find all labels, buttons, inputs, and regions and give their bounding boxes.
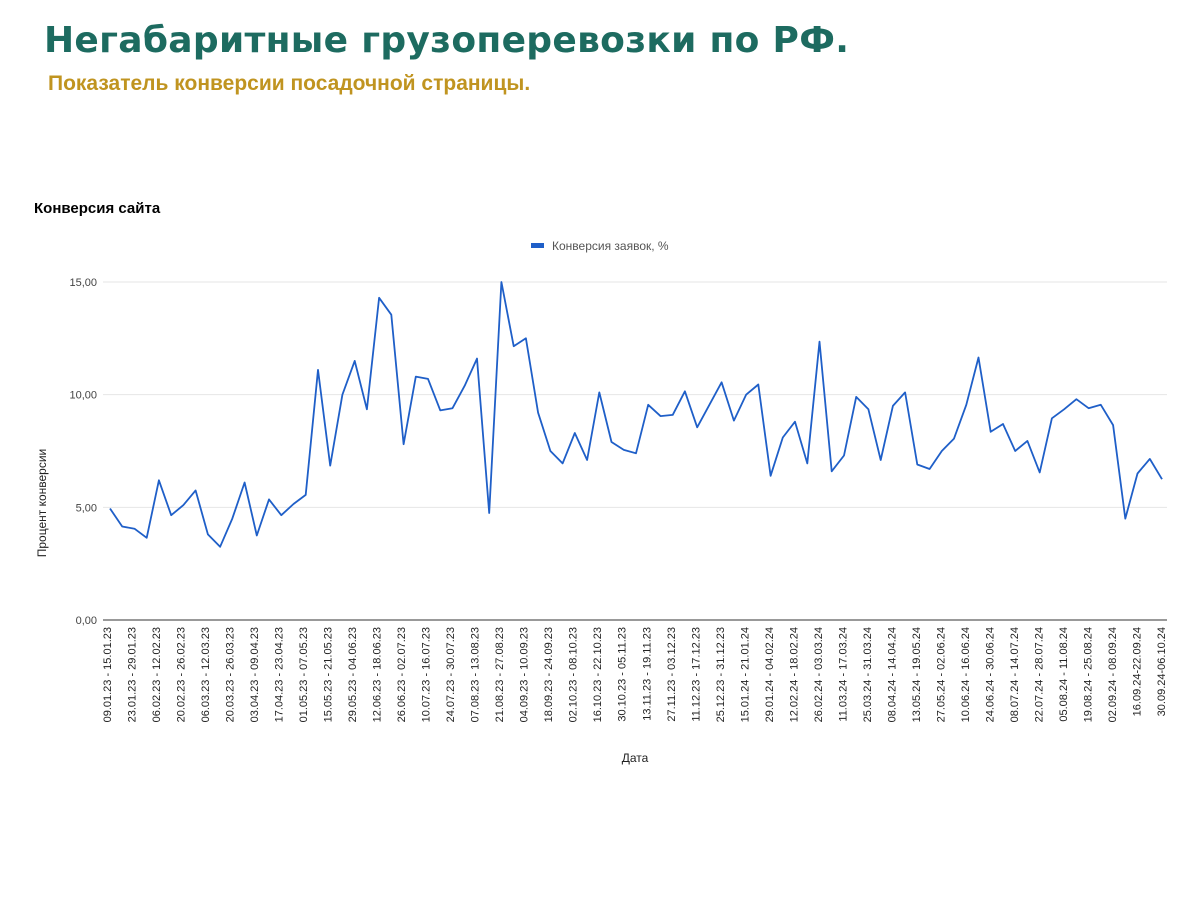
x-tick-label: 17.04.23 - 23.04.23 xyxy=(274,627,286,722)
x-tick-label: 25.12.23 - 31.12.23 xyxy=(715,627,727,722)
x-tick-label: 29.01.24 - 04.02.24 xyxy=(764,627,776,722)
series-line-konversiya xyxy=(109,281,1163,548)
y-tick-label: 5,00 xyxy=(76,502,97,514)
x-tick-label: 16.09.24-22.09.24 xyxy=(1132,627,1144,716)
x-tick-label: 09.01.23 - 15.01.23 xyxy=(102,627,114,722)
x-tick-label: 02.09.24 - 08.09.24 xyxy=(1107,627,1119,722)
x-tick-label: 06.02.23 - 12.02.23 xyxy=(151,627,163,722)
x-tick-label: 02.10.23 - 08.10.23 xyxy=(568,627,580,722)
x-tick-label: 16.10.23 - 22.10.23 xyxy=(592,627,604,722)
x-tick-label: 30.10.23 - 05.11.23 xyxy=(617,627,629,722)
x-tick-label: 10.06.24 - 16.06.24 xyxy=(960,627,972,722)
legend-label: Конверсия заявок, % xyxy=(552,239,669,253)
x-tick-label: 24.06.24 - 30.06.24 xyxy=(984,627,996,722)
x-tick-label: 30.09.24-06.10.24 xyxy=(1156,627,1168,716)
x-tick-label: 11.03.24 - 17.03.24 xyxy=(837,627,849,722)
x-tick-label: 12.02.24 - 18.02.24 xyxy=(788,627,800,722)
x-tick-label: 23.01.23 - 29.01.23 xyxy=(127,627,139,722)
x-tick-label: 08.04.24 - 14.04.24 xyxy=(886,627,898,722)
x-tick-label: 01.05.23 - 07.05.23 xyxy=(298,627,310,722)
x-tick-label: 10.07.23 - 16.07.23 xyxy=(421,627,433,722)
x-tick-label: 15.01.24 - 21.01.24 xyxy=(739,627,751,722)
legend: Конверсия заявок, % xyxy=(531,239,669,253)
x-tick-label: 21.08.23 - 27.08.23 xyxy=(494,627,506,722)
x-tick-label: 26.02.24 - 03.03.24 xyxy=(813,627,825,722)
x-axis-ticks: 09.01.23 - 15.01.23 23.01.23 - 29.01.23 06… xyxy=(102,627,1168,722)
gridlines xyxy=(103,281,1167,508)
y-axis-title: Процент конверсии xyxy=(35,449,49,558)
y-tick-label: 15,00 xyxy=(69,277,97,289)
x-tick-label: 11.12.23 - 17.12.23 xyxy=(690,627,702,722)
x-tick-label: 22.07.24 - 28.07.24 xyxy=(1033,627,1045,722)
x-tick-label: 13.11.23 - 19.11.23 xyxy=(641,627,653,721)
chart-title: Конверсия сайта xyxy=(34,200,161,217)
page-subtitle: Показатель конверсии посадочной страницы… xyxy=(48,72,531,95)
x-tick-label: 04.09.23 - 10.09.23 xyxy=(519,627,531,722)
x-tick-label: 25.03.24 - 31.03.24 xyxy=(862,627,874,722)
x-tick-label: 03.04.23 - 09.04.23 xyxy=(249,627,261,722)
y-tick-label: 0,00 xyxy=(76,615,97,627)
page-title: Негабаритные грузоперевозки по РФ. xyxy=(44,20,850,61)
x-tick-label: 13.05.24 - 19.05.24 xyxy=(911,627,923,722)
legend-swatch xyxy=(531,243,544,248)
x-tick-label: 20.02.23 - 26.02.23 xyxy=(176,627,188,722)
x-tick-label: 27.05.24 - 02.06.24 xyxy=(935,627,947,722)
x-tick-label: 07.08.23 - 13.08.23 xyxy=(470,627,482,722)
y-tick-label: 10,00 xyxy=(69,390,97,402)
x-tick-label: 12.06.23 - 18.06.23 xyxy=(372,627,384,722)
x-tick-label: 08.07.24 - 14.07.24 xyxy=(1009,627,1021,722)
x-tick-label: 15.05.23 - 21.05.23 xyxy=(323,627,335,722)
x-tick-label: 29.05.23 - 04.06.23 xyxy=(347,627,359,722)
x-tick-label: 20.03.23 - 26.03.23 xyxy=(225,627,237,722)
x-tick-label: 24.07.23 - 30.07.23 xyxy=(445,627,457,722)
x-tick-label: 05.08.24 - 11.08.24 xyxy=(1058,627,1070,722)
series-layer xyxy=(109,281,1163,548)
x-tick-label: 27.11.23 - 03.12.23 xyxy=(666,627,678,722)
x-tick-label: 06.03.23 - 12.03.23 xyxy=(200,627,212,722)
x-tick-label: 18.09.23 - 24.09.23 xyxy=(543,627,555,722)
y-axis-ticks: 0,00 5,00 10,00 15,00 xyxy=(69,277,97,627)
x-tick-label: 26.06.23 - 02.07.23 xyxy=(396,627,408,722)
x-tick-label: 19.08.24 - 25.08.24 xyxy=(1083,627,1095,722)
x-axis-title: Дата xyxy=(622,751,649,765)
